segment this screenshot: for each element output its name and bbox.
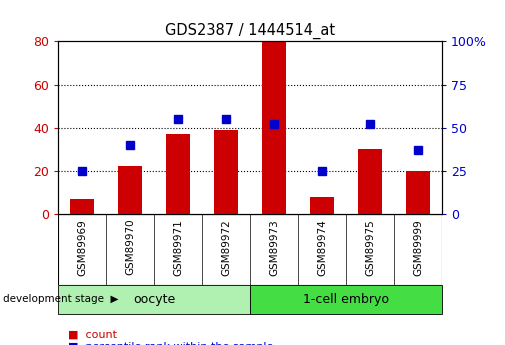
- Bar: [58, 285, 250, 314]
- Text: GSM89975: GSM89975: [365, 219, 375, 276]
- Bar: [262, 41, 286, 214]
- Bar: [250, 285, 442, 314]
- Bar: [358, 149, 382, 214]
- Text: GSM89973: GSM89973: [269, 219, 279, 276]
- Bar: [118, 167, 142, 214]
- Text: GSM89972: GSM89972: [221, 219, 231, 276]
- Text: ■  count: ■ count: [68, 329, 117, 339]
- Bar: [214, 130, 238, 214]
- Text: oocyte: oocyte: [133, 293, 175, 306]
- Text: GSM89999: GSM89999: [413, 219, 423, 276]
- Text: GSM89970: GSM89970: [125, 219, 135, 275]
- Text: GSM89974: GSM89974: [317, 219, 327, 276]
- Text: ■  percentile rank within the sample: ■ percentile rank within the sample: [68, 342, 274, 345]
- Text: GSM89969: GSM89969: [77, 219, 87, 276]
- Text: GSM89971: GSM89971: [173, 219, 183, 276]
- Text: 1-cell embryo: 1-cell embryo: [303, 293, 389, 306]
- Text: development stage  ▶: development stage ▶: [3, 294, 118, 304]
- Bar: [406, 171, 430, 214]
- Title: GDS2387 / 1444514_at: GDS2387 / 1444514_at: [165, 22, 335, 39]
- Bar: [166, 134, 190, 214]
- Bar: [70, 199, 94, 214]
- Bar: [310, 197, 334, 214]
